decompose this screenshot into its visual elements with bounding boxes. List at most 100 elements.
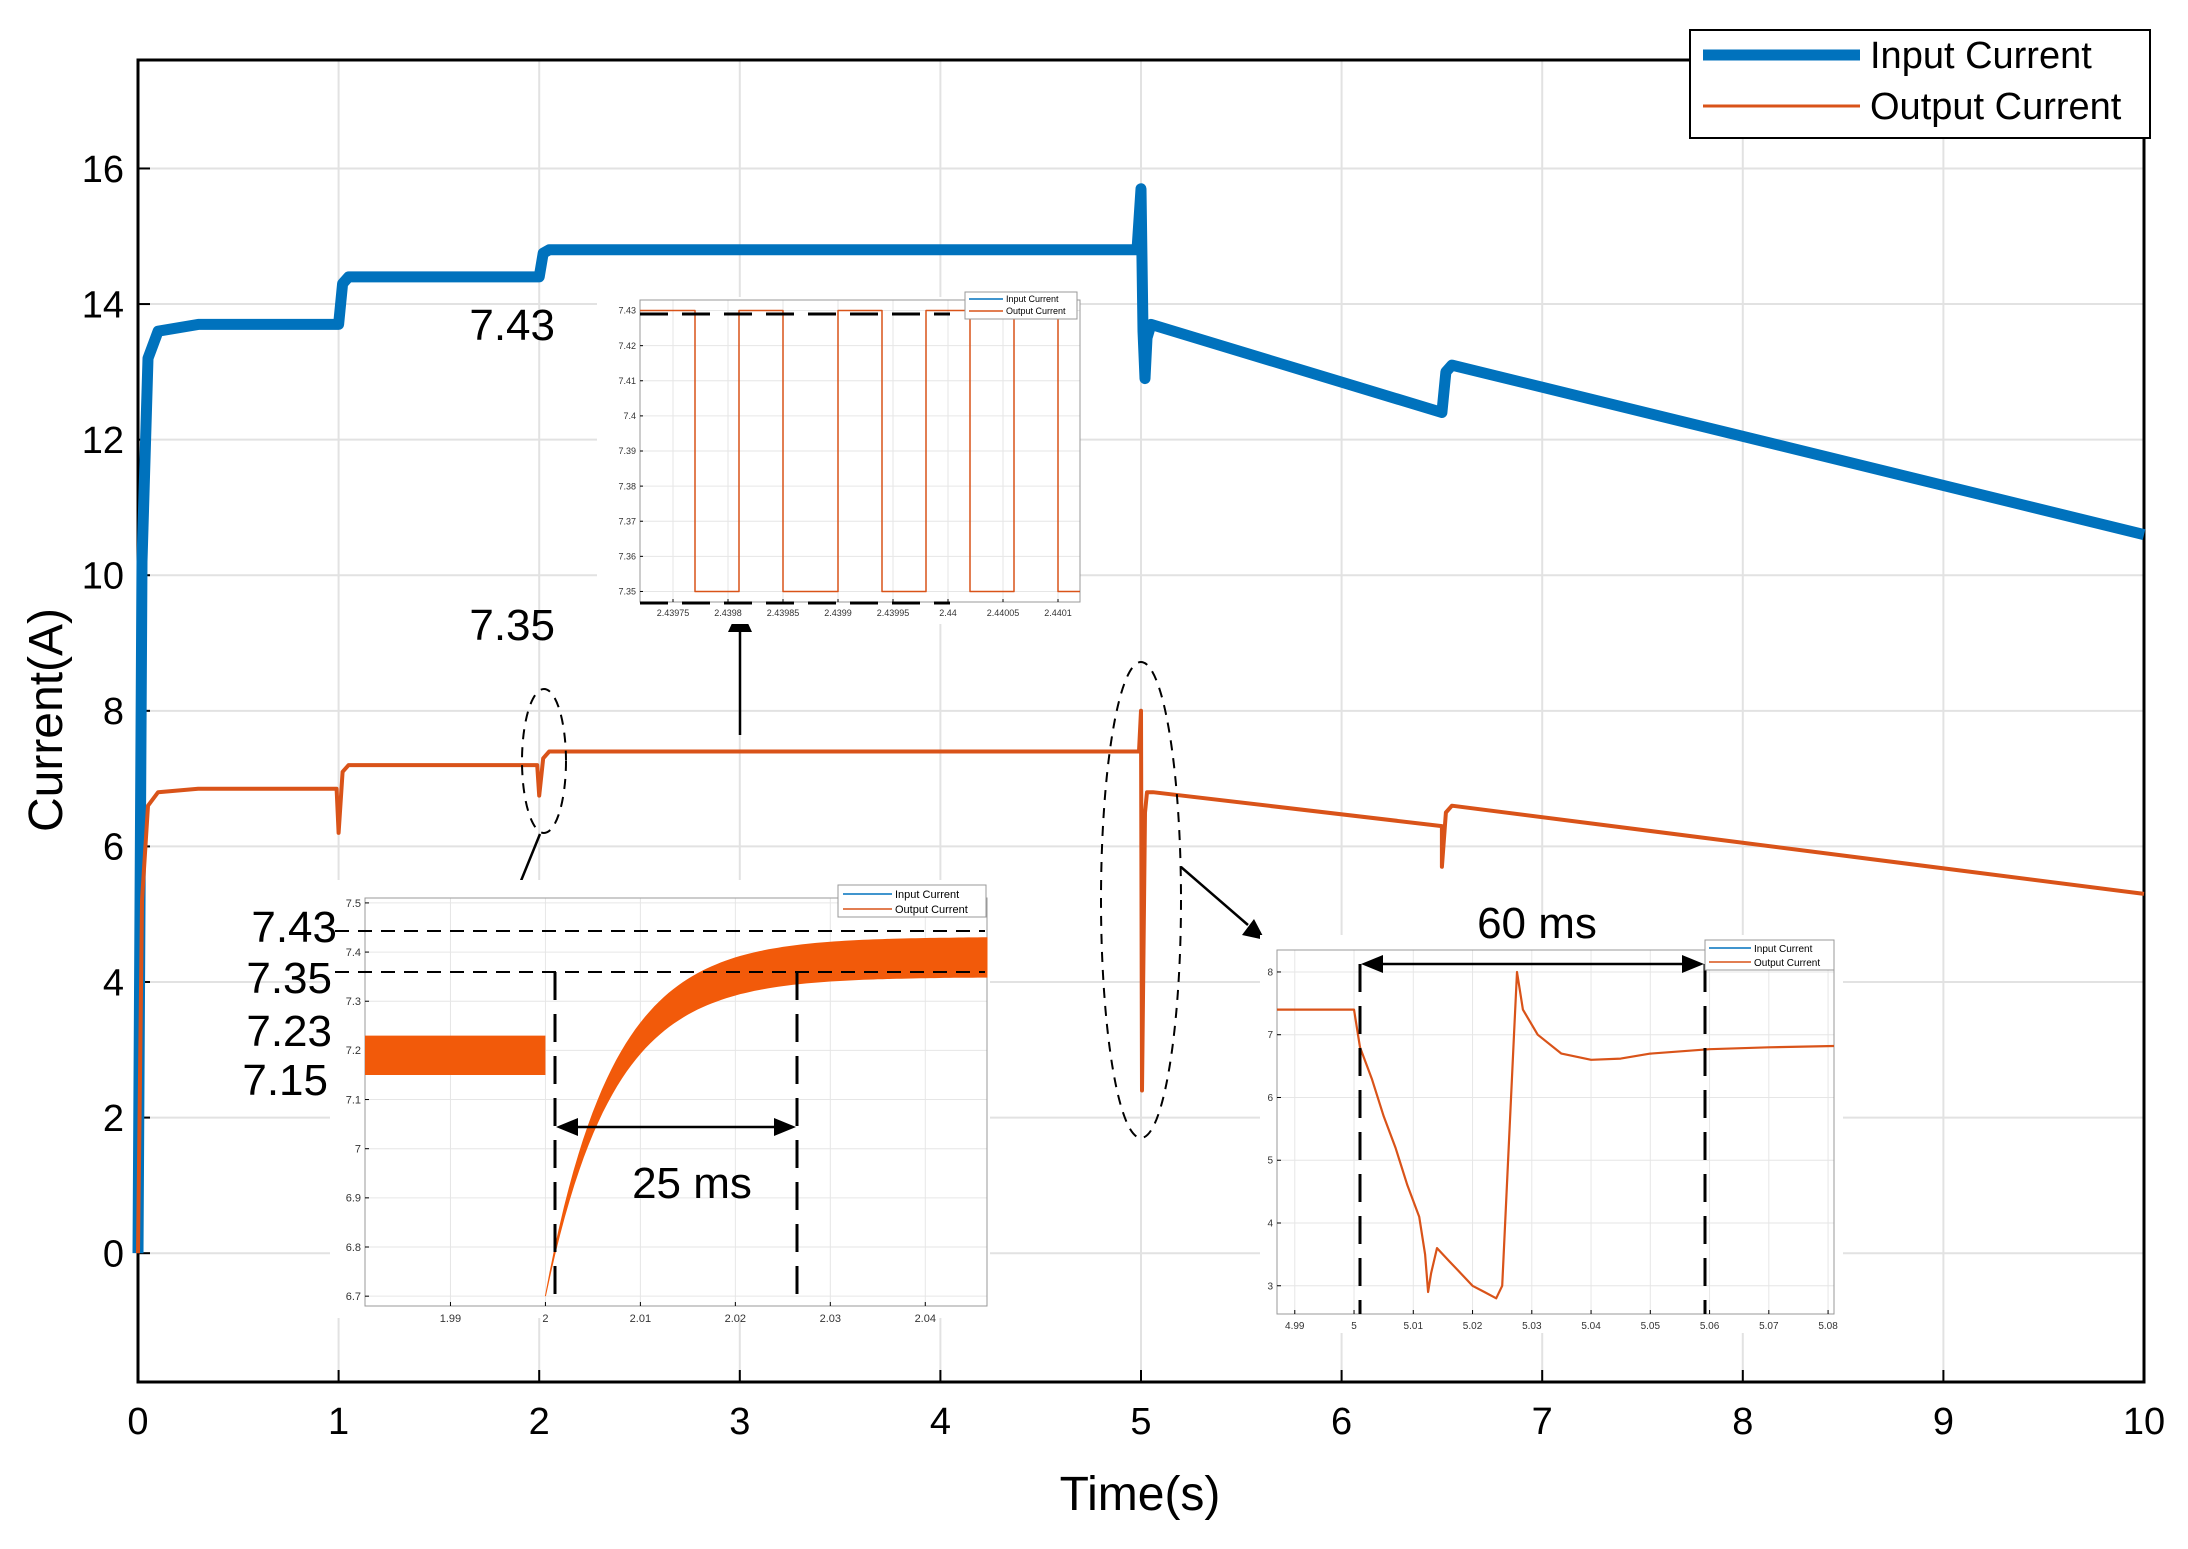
inset-left-xtick-label: 2 [542,1313,548,1325]
inset-top-xtick-label: 2.43975 [657,608,690,618]
inset-right-xtick-label: 5 [1351,1321,1357,1332]
main-ytick-label: 4 [103,962,124,1004]
inset-left-ytick-label: 7 [355,1144,361,1156]
main-ytick-label: 16 [82,149,124,191]
main-ytick-label: 12 [82,420,124,462]
x-axis-label: Time(s) [1060,1468,1221,1521]
main-xtick-label: 9 [1933,1401,1954,1443]
svg-text:Output Current: Output Current [1754,958,1820,969]
inset-left-xtick-label: 2.01 [630,1313,651,1325]
y-axis-label: Current(A) [20,608,73,832]
main-series-output-current [136,708,2145,1254]
main-xtick-label: 7 [1532,1401,1553,1443]
left-inset-level-723: 7.23 [246,1007,332,1056]
top-inset-legend: Input Current Output Current [964,291,1078,320]
main-xtick-label: 10 [2123,1401,2165,1443]
callout-ellipse-2s [521,688,567,834]
inset-top-ytick-label: 7.39 [618,446,636,456]
main-ytick-label: 2 [103,1098,124,1140]
inset-top-ytick-label: 7.43 [618,306,636,316]
right-inset-legend: Input Current Output Current [1704,939,1835,971]
top-inset-label-low: 7.35 [469,601,555,650]
svg-text:Input Current: Input Current [895,889,959,901]
inset-right-ytick-label: 4 [1267,1219,1273,1230]
inset-right-xtick-label: 5.01 [1404,1321,1424,1332]
inset-top-xtick-label: 2.4399 [824,608,852,618]
main-ytick-label: 6 [103,827,124,869]
svg-text:Input Current: Input Current [1754,944,1813,955]
inset-top-xtick-label: 2.4401 [1044,608,1072,618]
inset-top-xtick-label: 2.43985 [767,608,800,618]
inset-left-band-pre [365,1035,546,1075]
inset-top-xtick-label: 2.44005 [987,608,1020,618]
inset-left-xtick-label: 2.02 [725,1313,746,1325]
inset-left-ytick-label: 7.4 [346,947,361,959]
left-inset-level-743: 7.43 [251,903,337,952]
inset-right-series-output-current [1277,970,1835,1300]
inset-left-xtick-label: 1.99 [440,1313,461,1325]
inset-left-ytick-label: 7.5 [346,898,361,910]
inset-right-ytick-label: 5 [1267,1156,1273,1167]
inset-top-ytick-label: 7.42 [618,341,636,351]
inset-top-ytick-label: 7.37 [618,516,636,526]
inset-top-ytick-label: 7.36 [618,551,636,561]
inset-left-xtick-label: 2.03 [820,1313,841,1325]
main-xtick-label: 5 [1130,1401,1151,1443]
top-inset-label-high: 7.43 [469,301,555,350]
inset-right-xtick-label: 5.02 [1463,1321,1483,1332]
inset-top: 2.43975 2.4398 2.43985 2.4399 2.43995 2.44 2.4… [469,291,1081,650]
inset-right-ytick-label: 6 [1267,1093,1273,1104]
inset-top-xtick-label: 2.43995 [877,608,910,618]
main-xtick-label: 4 [930,1401,951,1443]
inset-right-xtick-label: 5.05 [1641,1321,1661,1332]
main-xtick-label: 1 [328,1401,349,1443]
inset-top-ytick-label: 7.4 [623,411,636,421]
inset-right-xtick-label: 5.03 [1522,1321,1542,1332]
arrow-to-right-inset [1180,866,1249,926]
main-ytick-label: 10 [82,556,124,598]
inset-top-xtick-label: 2.44 [939,608,957,618]
left-inset-level-735: 7.35 [246,954,332,1003]
inset-right-xtick-label: 5.08 [1818,1321,1838,1332]
inset-left-ytick-label: 7.3 [346,996,361,1008]
main-xtick-label: 0 [127,1401,148,1443]
svg-text:Output Current: Output Current [1006,306,1066,316]
legend-label-input: Input Current [1870,35,2092,77]
inset-left-ytick-label: 7.2 [346,1045,361,1057]
inset-right-xtick-label: 5.07 [1759,1321,1779,1332]
main-xtick-label: 2 [529,1401,550,1443]
inset-right-xtick-label: 4.99 [1285,1321,1305,1332]
inset-top-xtick-label: 2.4398 [714,608,742,618]
inset-top-ytick-label: 7.38 [618,481,636,491]
inset-top-ytick-label: 7.35 [618,587,636,597]
left-inset-level-715: 7.15 [242,1056,328,1105]
right-inset-span-label: 60 ms [1477,899,1597,948]
main-ytick-label: 14 [82,284,124,326]
inset-left-ytick-label: 6.8 [346,1242,361,1254]
main-xtick-label: 6 [1331,1401,1352,1443]
inset-right-ytick-label: 3 [1267,1281,1273,1292]
inset-left-ytick-label: 6.7 [346,1291,361,1303]
inset-left: 1.99 2 2.01 2.02 2.03 2.04 6.7 6.8 6.9 7 7.1 7.2 7.3… [242,880,990,1325]
main-xtick-label: 3 [729,1401,750,1443]
main-ytick-label: 8 [103,691,124,733]
inset-top-ytick-label: 7.41 [618,376,636,386]
inset-right-ytick-label: 7 [1267,1030,1273,1041]
inset-right-xtick-label: 5.04 [1581,1321,1601,1332]
inset-right-xtick-label: 5.06 [1700,1321,1720,1332]
callout-ellipse-5s [1100,661,1182,1139]
inset-left-ytick-label: 7.1 [346,1094,361,1106]
inset-left-band-post [544,937,988,1297]
svg-text:Output Current: Output Current [895,904,968,916]
left-inset-settling-label: 25 ms [632,1159,752,1208]
inset-left-xtick-label: 2.04 [915,1313,936,1325]
arrowhead-right [1242,919,1265,940]
inset-top-series-output-current [640,309,1080,593]
inset-right-ytick-label: 8 [1267,967,1273,978]
main-xtick-label: 8 [1732,1401,1753,1443]
main-series-input-current [132,183,2146,1254]
left-inset-legend: Input Current Output Current [837,884,987,918]
svg-text:Input Current: Input Current [1006,294,1059,304]
inset-right: 4.99 5 5.01 5.02 5.03 5.04 5.05 5.06 5.07 5.08 3 4 5… [1260,899,1843,1333]
